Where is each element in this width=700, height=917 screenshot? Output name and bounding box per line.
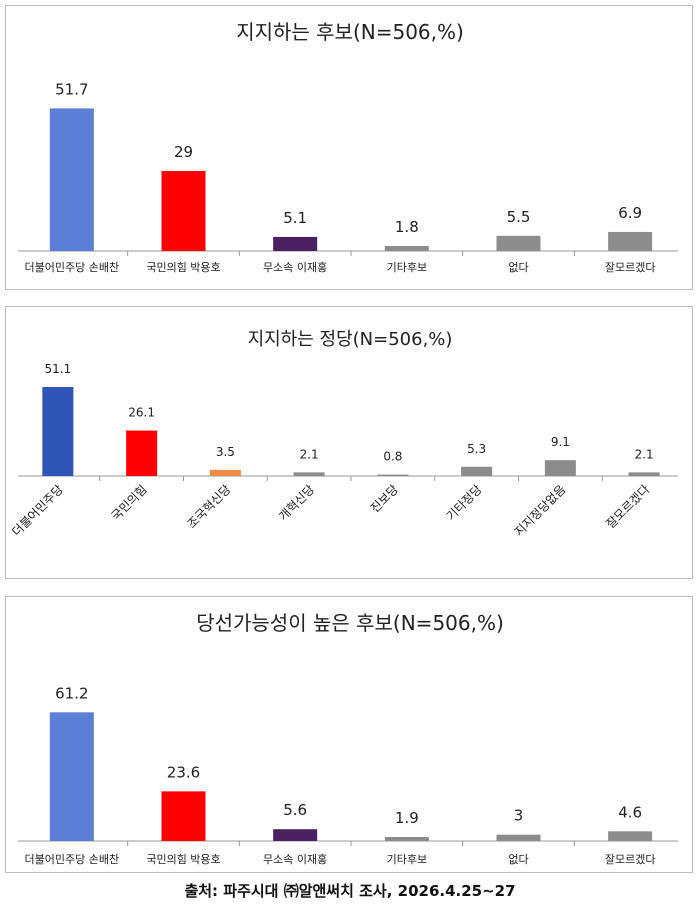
data-label-4: 0.8 [383,450,402,464]
winning-likelihood-svg: 당선가능성이 높은 후보(N=506,%) 61.2 더불어민주당 손배찬 23.6 국… [18,611,678,866]
bar-5 [461,466,493,476]
bar-6 [544,460,576,476]
bar-2 [273,829,318,841]
bar-4 [496,834,541,841]
bar-0 [42,387,74,476]
chart-title: 지지하는 정당(N=506,%) [248,329,453,350]
category-label-3: 기타후보 [387,853,427,866]
data-label-5: 5.3 [467,442,486,456]
data-label-0: 61.2 [55,684,88,702]
candidate-support-chart: 지지하는 후보(N=506,%) 51.7 더불어민주당 손배찬 29 국민의힘 박용호… [5,5,693,290]
bar-3 [384,246,429,251]
category-label-3: 개혁신당 [276,482,317,523]
data-label-0: 51.7 [55,80,88,98]
bar-2 [273,236,318,251]
category-label-7: 잘모르겠다 [603,482,652,531]
bar-3 [293,472,325,476]
category-label-0: 더불어민주당 손배찬 [25,260,120,274]
category-label-2: 무소속 이재홍 [263,852,327,866]
bar-0 [49,712,94,841]
category-label-4: 없다 [508,261,528,274]
category-label-1: 국민의힘 박용호 [146,261,220,274]
data-label-1: 26.1 [128,406,155,420]
bar-1 [126,430,158,476]
data-label-4: 5.5 [507,208,531,226]
data-label-3: 1.8 [395,218,419,236]
category-label-0: 더불어민주당 [9,482,66,539]
data-label-5: 6.9 [618,204,642,222]
category-label-4: 없다 [508,853,528,866]
data-label-2: 3.5 [216,445,235,459]
category-label-3: 기타후보 [387,261,427,274]
party-support-chart: 지지하는 정당(N=506,%) 51.1 더불어민주당 26.1 국민의힘 3.5 조국혁… [5,306,693,579]
category-label-5: 잘모르겠다 [605,853,656,866]
bar-1 [161,171,206,251]
bar-0 [49,108,94,252]
category-label-5: 기타정당 [444,482,485,523]
data-label-3: 1.9 [395,809,419,827]
category-label-1: 국민의힘 [109,482,150,523]
bar-5 [608,831,653,841]
party-support-svg: 지지하는 정당(N=506,%) 51.1 더불어민주당 26.1 국민의힘 3.5 조국혁… [9,329,678,539]
category-label-4: 진보당 [368,482,401,515]
category-label-6: 지지정당없음 [512,482,569,539]
bar-4 [496,235,541,251]
data-label-1: 23.6 [167,763,200,781]
category-label-1: 국민의힘 박용호 [146,853,220,866]
data-label-1: 29 [174,143,193,161]
data-label-7: 2.1 [635,447,654,461]
category-label-5: 잘모르겠다 [605,261,656,274]
chart-title: 당선가능성이 높은 후보(N=506,%) [196,611,504,635]
category-label-2: 조국혁신당 [185,482,234,531]
bar-5 [608,231,653,251]
data-label-2: 5.1 [283,209,307,227]
data-label-4: 3 [514,807,524,825]
data-label-6: 9.1 [551,435,570,449]
bar-4 [377,474,409,476]
data-label-3: 2.1 [300,447,319,461]
bar-7 [628,472,660,476]
bar-3 [384,837,429,841]
candidate-support-svg: 지지하는 후보(N=506,%) 51.7 더불어민주당 손배찬 29 국민의힘 박용호… [18,20,678,274]
chart-title: 지지하는 후보(N=506,%) [236,20,464,44]
source-footer: 출처: 파주시대 ㈜알앤써치 조사, 2026.4.25~27 [184,882,516,900]
data-label-5: 4.6 [618,803,642,821]
category-label-0: 더불어민주당 손배찬 [25,852,120,866]
bar-2 [209,469,241,476]
winning-likelihood-chart: 당선가능성이 높은 후보(N=506,%) 61.2 더불어민주당 손배찬 23.6 국… [5,596,693,873]
bar-1 [161,791,206,841]
data-label-2: 5.6 [283,801,307,819]
category-label-2: 무소속 이재홍 [263,260,327,274]
data-label-0: 51.1 [45,362,72,376]
